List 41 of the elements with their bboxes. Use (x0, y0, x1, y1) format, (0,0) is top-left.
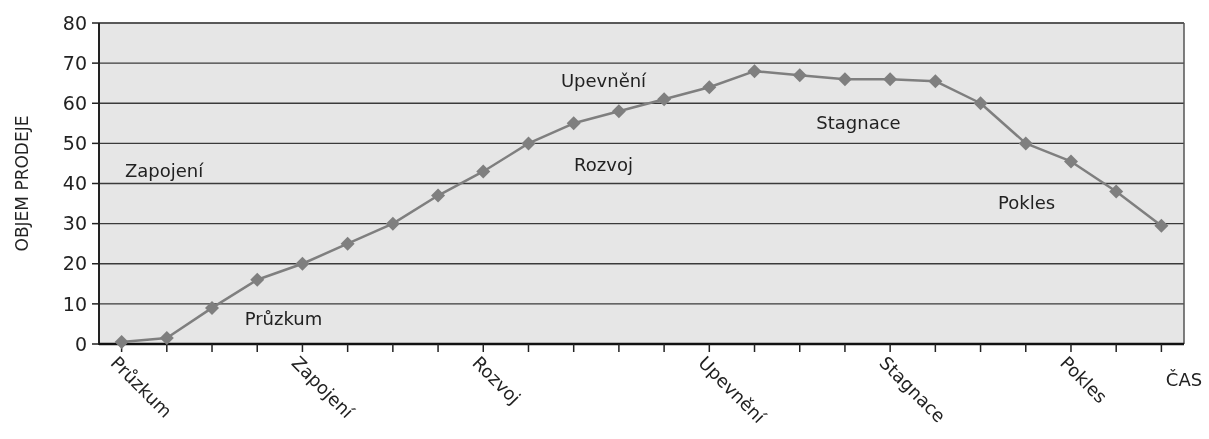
x-axis-title: ČAS (1165, 369, 1203, 390)
point (702, 80, 717, 95)
point (792, 68, 807, 83)
point (657, 92, 672, 107)
point (1063, 154, 1078, 169)
point (928, 74, 943, 89)
point (340, 236, 355, 251)
y-tick-label: 0 (74, 332, 87, 355)
point (837, 72, 852, 87)
y-tick-label: 80 (62, 11, 87, 34)
point (385, 216, 400, 231)
annotation: Zapojení (124, 159, 205, 181)
y-tick-label: 20 (62, 252, 87, 275)
point (159, 330, 174, 345)
point (1109, 184, 1124, 199)
point (1154, 218, 1169, 233)
y-tick-label: 10 (62, 292, 87, 315)
point (250, 272, 265, 287)
y-axis-title: OBJEM PRODEJE (12, 115, 32, 252)
point (205, 300, 220, 315)
annotation: Průzkum (244, 307, 323, 329)
point (611, 104, 626, 119)
y-tick-label: 30 (62, 212, 87, 235)
y-tick-label: 50 (62, 132, 87, 155)
y-tick-label: 40 (62, 172, 87, 195)
point (295, 256, 310, 271)
point (521, 136, 536, 151)
y-tick-label: 60 (62, 91, 87, 114)
point (431, 188, 446, 203)
point (114, 334, 129, 349)
point (973, 96, 988, 111)
point (1018, 136, 1033, 151)
point (566, 116, 581, 131)
point (476, 164, 491, 179)
point (747, 64, 762, 79)
annotation: Rozvoj (574, 153, 633, 175)
annotation: Pokles (998, 192, 1056, 214)
annotation: Stagnace (816, 111, 901, 133)
point (883, 72, 898, 87)
y-tick-label: 70 (62, 51, 87, 74)
annotation: Upevnění (560, 70, 648, 92)
